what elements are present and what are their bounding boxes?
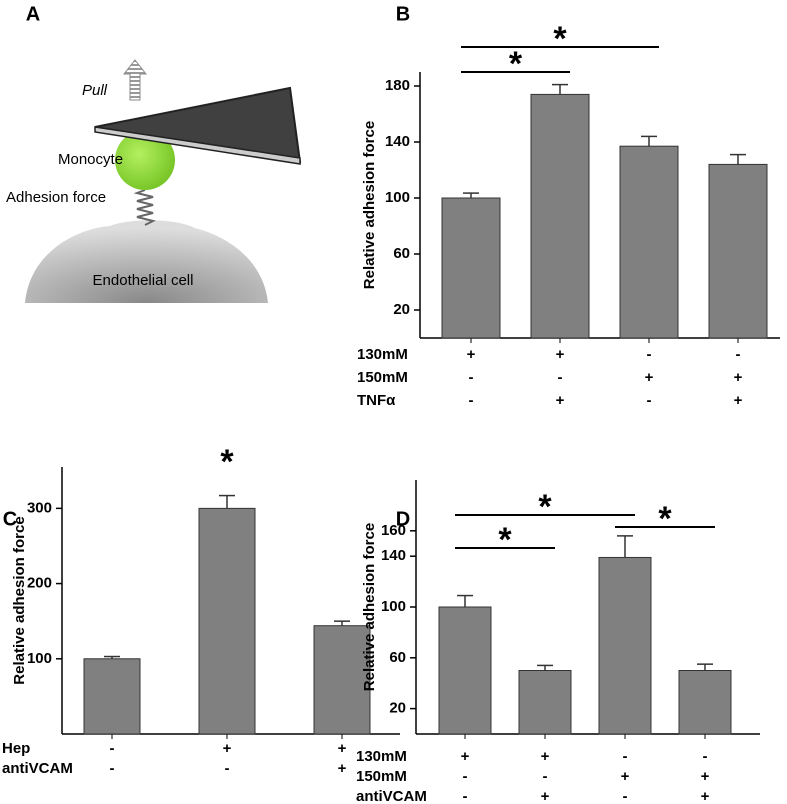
condition-sign: + xyxy=(556,392,565,409)
y-tick-label: 100 xyxy=(27,650,52,667)
condition-sign: + xyxy=(541,748,550,765)
condition-sign: + xyxy=(645,369,654,386)
y-tick-label: 60 xyxy=(393,245,410,262)
condition-name: 130mM xyxy=(357,346,408,363)
condition-sign: + xyxy=(701,768,710,785)
condition-sign: + xyxy=(461,748,470,765)
condition-sign: - xyxy=(703,748,708,765)
condition-sign: - xyxy=(543,768,548,785)
condition-sign: + xyxy=(338,740,347,757)
adhesion-label: Adhesion force xyxy=(6,189,106,206)
y-tick-label: 300 xyxy=(27,499,52,516)
significance-star: * xyxy=(498,521,512,559)
condition-sign: - xyxy=(110,740,115,757)
condition-sign: + xyxy=(734,369,743,386)
condition-name: antiVCAM xyxy=(2,760,73,777)
pull-label: Pull xyxy=(82,82,108,99)
condition-sign: - xyxy=(647,346,652,363)
monocyte xyxy=(115,130,175,190)
condition-sign: - xyxy=(225,760,230,777)
condition-sign: - xyxy=(469,369,474,386)
panel-letter: C xyxy=(3,508,17,530)
condition-name: 130mM xyxy=(356,748,407,765)
y-tick-label: 140 xyxy=(381,547,406,564)
pull-arrow xyxy=(122,59,148,101)
bar xyxy=(708,163,768,339)
y-tick-label: 100 xyxy=(381,598,406,615)
y-tick-label: 20 xyxy=(393,301,410,318)
significance-star: * xyxy=(553,20,567,58)
y-axis-title: Relative adhesion force xyxy=(11,516,28,684)
endothelial-cell xyxy=(25,220,268,303)
condition-sign: + xyxy=(734,392,743,409)
panel-letter: D xyxy=(396,508,410,530)
condition-sign: + xyxy=(223,740,232,757)
significance-star: * xyxy=(538,488,552,526)
condition-sign: + xyxy=(541,788,550,804)
bar xyxy=(518,670,572,735)
condition-sign: - xyxy=(469,392,474,409)
condition-sign: + xyxy=(621,768,630,785)
condition-sign: - xyxy=(558,369,563,386)
condition-name: 150mM xyxy=(357,369,408,386)
significance-star: * xyxy=(220,443,234,481)
condition-sign: - xyxy=(736,346,741,363)
y-tick-label: 180 xyxy=(385,77,410,94)
bar xyxy=(678,670,732,735)
condition-sign: + xyxy=(467,346,476,363)
y-tick-label: 20 xyxy=(389,700,406,717)
condition-sign: - xyxy=(463,788,468,804)
panel-letter: B xyxy=(396,3,410,25)
condition-sign: + xyxy=(556,346,565,363)
bar xyxy=(83,658,141,735)
bar xyxy=(598,556,652,735)
y-axis-title: Relative adhesion force xyxy=(361,121,378,289)
condition-name: TNFα xyxy=(357,392,396,409)
significance-star: * xyxy=(509,45,523,83)
panel-letter: A xyxy=(26,3,40,25)
y-tick-label: 140 xyxy=(385,133,410,150)
bar xyxy=(313,625,371,735)
y-tick-label: 60 xyxy=(389,649,406,666)
bar xyxy=(530,93,590,339)
y-tick-label: 160 xyxy=(381,522,406,539)
bar xyxy=(441,197,501,339)
condition-sign: + xyxy=(701,788,710,804)
y-tick-label: 200 xyxy=(27,575,52,592)
y-axis-title: Relative adhesion force xyxy=(361,523,378,691)
significance-star: * xyxy=(658,500,672,538)
spring xyxy=(133,189,156,226)
bar xyxy=(198,507,256,735)
condition-sign: - xyxy=(623,788,628,804)
condition-name: antiVCAM xyxy=(356,788,427,804)
cantilever-edge xyxy=(94,126,301,165)
diagram: A Endothelial cell Monocyte Adhesion for… xyxy=(6,3,302,303)
y-tick-label: 100 xyxy=(385,189,410,206)
condition-sign: - xyxy=(110,760,115,777)
condition-sign: + xyxy=(338,760,347,777)
bar xyxy=(438,606,492,735)
condition-sign: - xyxy=(647,392,652,409)
condition-sign: - xyxy=(463,768,468,785)
condition-name: 150mM xyxy=(356,768,407,785)
monocyte-label: Monocyte xyxy=(58,151,123,168)
bar xyxy=(619,145,679,339)
cell-label: Endothelial cell xyxy=(93,272,194,289)
condition-sign: - xyxy=(623,748,628,765)
condition-name: Hep xyxy=(2,740,30,757)
